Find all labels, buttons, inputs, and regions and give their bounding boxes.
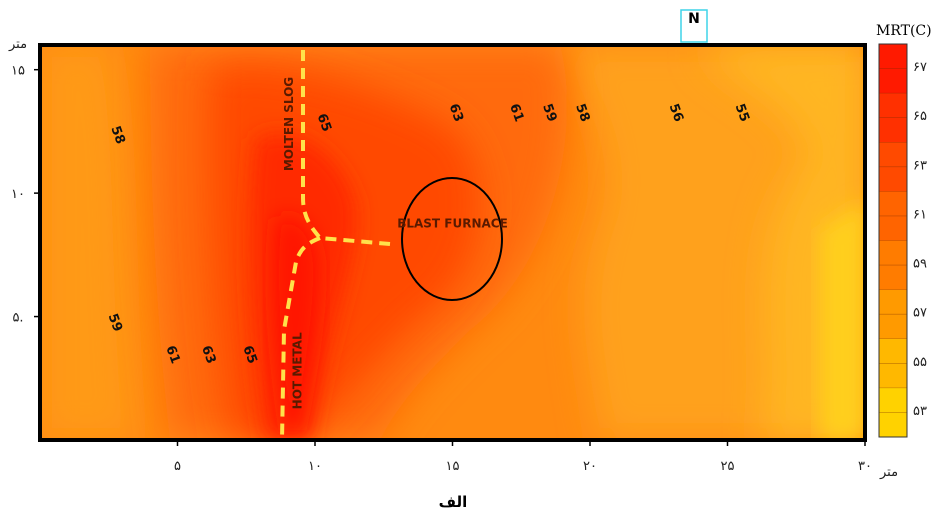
x-tick-label: ۱۰	[308, 459, 322, 474]
legend-title: MRT(C)	[876, 23, 932, 39]
contour-label: 65	[314, 112, 334, 134]
x-tick-label: ۱۵	[446, 459, 460, 474]
contour-label: 63	[198, 344, 218, 366]
contour-label: 59	[539, 102, 559, 124]
contour-label: 63	[446, 102, 466, 124]
x-tick-label: ۳۰	[858, 459, 872, 474]
annotation-label: BLAST FURNACE	[397, 217, 508, 231]
legend-tick-label: ۵۵	[913, 355, 927, 370]
legend-tick-label: ۶۳	[913, 158, 927, 173]
annotations: MOLTEN SLOG HOT METAL BLAST FURNACE	[282, 77, 508, 410]
heat-field	[40, 45, 865, 440]
x-tick-label: ۵	[174, 459, 181, 474]
x-axis-label: متر	[879, 465, 898, 480]
y-tick-label: ۵.	[12, 311, 23, 326]
north-box	[680, 9, 708, 43]
process-lines	[280, 50, 391, 441]
x-axis: ۵ ۱۰ ۱۵ ۲۰ ۲۵ ۳۰	[174, 440, 872, 474]
y-axis-label: متر	[8, 37, 27, 52]
contour-label: 58	[572, 102, 592, 124]
contour-label: 65	[239, 344, 259, 366]
annotation-label: HOT METAL	[290, 332, 304, 409]
blast-furnace-outline	[401, 177, 503, 301]
annotation-label: MOLTEN SLOG	[282, 77, 296, 171]
contour-label: 55	[732, 102, 752, 124]
north-label: N	[688, 11, 700, 27]
x-tick-label: ۲۰	[583, 459, 597, 474]
y-axis: ۵. ۱۰ ۱۵	[11, 64, 40, 326]
x-tick-label: ۲۵	[721, 459, 735, 474]
contour-label: 61	[162, 344, 182, 366]
legend-tick-label: ۵۷	[913, 306, 927, 321]
y-tick-label: ۱۰	[11, 187, 25, 202]
contour-label: 56	[666, 102, 686, 124]
legend-tick-label: ۶۱	[913, 207, 927, 222]
legend-tick-label: ۶۷	[913, 60, 927, 75]
contour-label: 59	[105, 312, 125, 334]
legend: ۶۷ ۶۵ ۶۳ ۶۱ ۵۹ ۵۷ ۵۵ ۵۳	[878, 43, 927, 438]
contour-labels: 58 59 61 63 65 65 63 61 59 58 56 55	[105, 102, 752, 366]
legend-tick-label: ۵۳	[913, 404, 927, 419]
contour-label: 61	[506, 102, 526, 124]
figure-caption: الف	[439, 493, 468, 511]
legend-tick-label: ۵۹	[913, 257, 927, 272]
legend-frame	[878, 43, 908, 438]
legend-tick-label: ۶۵	[913, 109, 927, 124]
y-tick-label: ۱۵	[11, 64, 25, 79]
contour-label: 58	[107, 124, 127, 146]
